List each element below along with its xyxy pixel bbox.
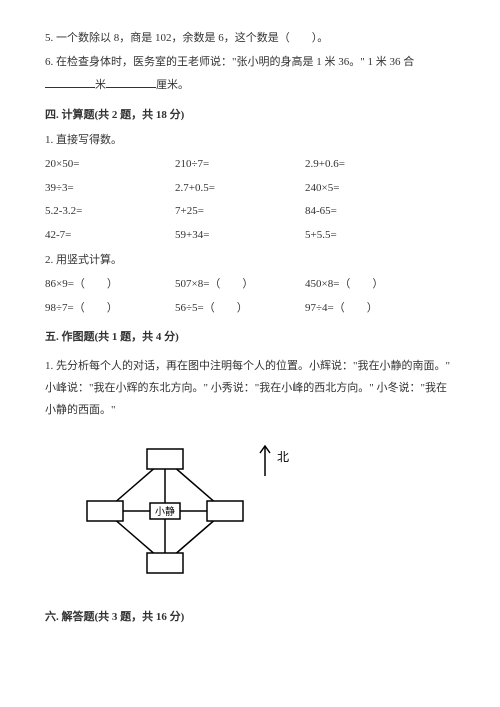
- calc-2a: 39÷3=: [45, 180, 175, 198]
- diagram: 小静 北: [45, 431, 455, 598]
- north-label: 北: [277, 450, 289, 464]
- vert-1b: 507×8=（ ）: [175, 276, 305, 294]
- section-5-text: 1. 先分析每个人的对话，再在图中注明每个人的位置。小辉说："我在小静的南面。"…: [45, 355, 455, 421]
- vert-row-2: 98÷7=（ ） 56÷5=（ ） 97÷4=（ ）: [45, 300, 455, 318]
- vert-row-1: 86×9=（ ） 507×8=（ ） 450×8=（ ）: [45, 276, 455, 294]
- section-5-title: 五. 作图题(共 1 题，共 4 分): [45, 329, 455, 347]
- calc-3a: 5.2-3.2=: [45, 203, 175, 221]
- calc-row-1: 20×50= 210÷7= 2.9+0.6=: [45, 156, 455, 174]
- calc-4a: 42-7=: [45, 227, 175, 245]
- calc-2b: 2.7+0.5=: [175, 180, 305, 198]
- calc-row-2: 39÷3= 2.7+0.5= 240×5=: [45, 180, 455, 198]
- section-4-title: 四. 计算题(共 2 题，共 18 分): [45, 107, 455, 125]
- q6-text-a: 6. 在检查身体时，医务室的王老师说："张小明的身高是 1 米 36。" 1 米…: [45, 56, 414, 68]
- calc-1b: 210÷7=: [175, 156, 305, 174]
- q6-text-b: 米: [95, 79, 106, 91]
- question-6: 6. 在检查身体时，医务室的王老师说："张小明的身高是 1 米 36。" 1 米…: [45, 54, 455, 72]
- vert-1a: 86×9=（ ）: [45, 276, 175, 294]
- calc-2c: 240×5=: [305, 180, 435, 198]
- vert-2c: 97÷4=（ ）: [305, 300, 435, 318]
- calc-4b: 59+34=: [175, 227, 305, 245]
- q6-text-c: 厘米。: [156, 79, 189, 91]
- vert-2b: 56÷5=（ ）: [175, 300, 305, 318]
- section-6-title: 六. 解答题(共 3 题，共 16 分): [45, 609, 455, 627]
- calc-3c: 84-65=: [305, 203, 435, 221]
- calc-1c: 2.9+0.6=: [305, 156, 435, 174]
- blank-m: [45, 77, 95, 88]
- blank-cm: [106, 77, 156, 88]
- calc-4c: 5+5.5=: [305, 227, 435, 245]
- calc-3b: 7+25=: [175, 203, 305, 221]
- vert-1c: 450×8=（ ）: [305, 276, 435, 294]
- diagram-center-label: 小静: [155, 505, 175, 518]
- calc-row-3: 5.2-3.2= 7+25= 84-65=: [45, 203, 455, 221]
- question-6-blanks: 米 厘米。: [45, 77, 455, 95]
- vert-2a: 98÷7=（ ）: [45, 300, 175, 318]
- calc-1a: 20×50=: [45, 156, 175, 174]
- question-5: 5. 一个数除以 8，商是 102，余数是 6，这个数是（ ）。: [45, 30, 455, 48]
- section-4-1: 1. 直接写得数。: [45, 132, 455, 150]
- calc-row-4: 42-7= 59+34= 5+5.5=: [45, 227, 455, 245]
- diagram-svg: 小静 北: [45, 431, 305, 591]
- section-4-2: 2. 用竖式计算。: [45, 252, 455, 270]
